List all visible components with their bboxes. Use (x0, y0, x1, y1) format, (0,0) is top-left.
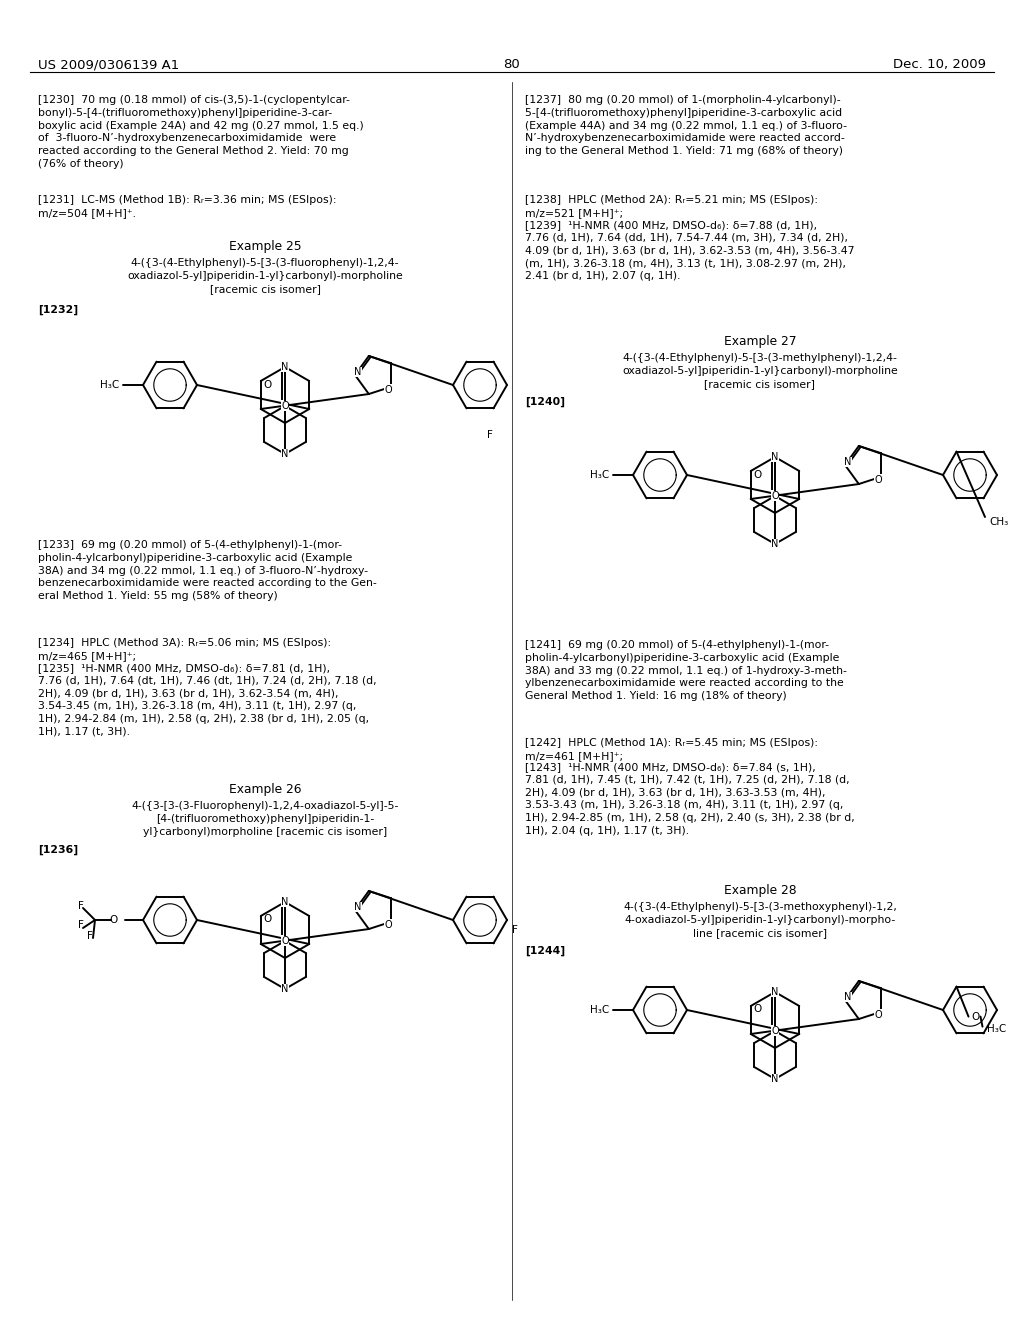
Text: [1241]  69 mg (0.20 mmol) of 5-(4-ethylphenyl)-1-(mor-
pholin-4-ylcarbonyl)piper: [1241] 69 mg (0.20 mmol) of 5-(4-ethylph… (525, 640, 847, 701)
Text: H₃C: H₃C (99, 380, 119, 389)
Text: H₃C: H₃C (590, 1005, 609, 1015)
Text: O: O (771, 1026, 779, 1036)
Text: N: N (354, 367, 361, 378)
Text: O: O (282, 401, 289, 411)
Text: N: N (771, 539, 778, 549)
Text: F: F (87, 931, 93, 941)
Text: H₃C: H₃C (590, 470, 609, 480)
Text: Example 27: Example 27 (724, 335, 797, 348)
Text: N: N (282, 983, 289, 994)
Text: 4-({3-(4-Ethylphenyl)-5-[3-(3-methoxyphenyl)-1,2,
4-oxadiazol-5-yl]piperidin-1-y: 4-({3-(4-Ethylphenyl)-5-[3-(3-methoxyphe… (623, 902, 897, 937)
Text: [1239]  ¹H-NMR (400 MHz, DMSO-d₆): δ=7.88 (d, 1H),
7.76 (d, 1H), 7.64 (dd, 1H), : [1239] ¹H-NMR (400 MHz, DMSO-d₆): δ=7.88… (525, 220, 854, 281)
Text: F: F (78, 920, 84, 931)
Text: [1242]  HPLC (Method 1A): Rᵣ=5.45 min; MS (ESIpos):
m/z=461 [M+H]⁺;: [1242] HPLC (Method 1A): Rᵣ=5.45 min; MS… (525, 738, 818, 760)
Text: N: N (771, 1074, 778, 1084)
Text: [1234]  HPLC (Method 3A): Rᵣ=5.06 min; MS (ESIpos):
m/z=465 [M+H]⁺;: [1234] HPLC (Method 3A): Rᵣ=5.06 min; MS… (38, 638, 331, 661)
Text: [1235]  ¹H-NMR (400 MHz, DMSO-d₆): δ=7.81 (d, 1H),
7.76 (d, 1H), 7.64 (dt, 1H), : [1235] ¹H-NMR (400 MHz, DMSO-d₆): δ=7.81… (38, 663, 377, 737)
Text: Example 28: Example 28 (724, 884, 797, 898)
Text: H₃C: H₃C (986, 1023, 1006, 1034)
Text: CH₃: CH₃ (989, 517, 1009, 527)
Text: N: N (771, 987, 778, 997)
Text: F: F (487, 430, 493, 440)
Text: Example 25: Example 25 (228, 240, 301, 253)
Text: [1243]  ¹H-NMR (400 MHz, DMSO-d₆): δ=7.84 (s, 1H),
7.81 (d, 1H), 7.45 (t, 1H), 7: [1243] ¹H-NMR (400 MHz, DMSO-d₆): δ=7.84… (525, 762, 855, 836)
Text: O: O (384, 920, 392, 929)
Text: 4-({3-[3-(3-Fluorophenyl)-1,2,4-oxadiazol-5-yl]-5-
[4-(trifluoromethoxy)phenyl]p: 4-({3-[3-(3-Fluorophenyl)-1,2,4-oxadiazo… (131, 801, 398, 837)
Text: O: O (384, 384, 392, 395)
Text: O: O (282, 936, 289, 946)
Text: N: N (282, 898, 289, 907)
Text: O: O (753, 1005, 761, 1015)
Text: O: O (771, 491, 779, 502)
Text: O: O (753, 470, 761, 479)
Text: 4-({3-(4-Ethylphenyl)-5-[3-(3-methylphenyl)-1,2,4-
oxadiazol-5-yl]piperidin-1-yl: 4-({3-(4-Ethylphenyl)-5-[3-(3-methylphen… (623, 352, 898, 388)
Text: [1231]  LC-MS (Method 1B): Rᵣ=3.36 min; MS (ESIpos):
m/z=504 [M+H]⁺.: [1231] LC-MS (Method 1B): Rᵣ=3.36 min; M… (38, 195, 337, 218)
Text: N: N (845, 457, 852, 467)
Text: N: N (354, 902, 361, 912)
Text: O: O (874, 1010, 882, 1020)
Text: Example 26: Example 26 (228, 783, 301, 796)
Text: O: O (263, 380, 271, 389)
Text: O: O (110, 915, 118, 925)
Text: N: N (282, 362, 289, 372)
Text: [1233]  69 mg (0.20 mmol) of 5-(4-ethylphenyl)-1-(mor-
pholin-4-ylcarbonyl)piper: [1233] 69 mg (0.20 mmol) of 5-(4-ethylph… (38, 540, 377, 601)
Text: [1244]: [1244] (525, 946, 565, 956)
Text: [1230]  70 mg (0.18 mmol) of cis-(3,5)-1-(cyclopentylcar-
bonyl)-5-[4-(trifluoro: [1230] 70 mg (0.18 mmol) of cis-(3,5)-1-… (38, 95, 364, 169)
Text: O: O (972, 1011, 980, 1022)
Text: [1240]: [1240] (525, 397, 565, 408)
Text: F: F (512, 925, 518, 935)
Text: [1236]: [1236] (38, 845, 78, 855)
Text: Dec. 10, 2009: Dec. 10, 2009 (893, 58, 986, 71)
Text: [1238]  HPLC (Method 2A): Rᵣ=5.21 min; MS (ESIpos):
m/z=521 [M+H]⁺;: [1238] HPLC (Method 2A): Rᵣ=5.21 min; MS… (525, 195, 818, 218)
Text: [1237]  80 mg (0.20 mmol) of 1-(morpholin-4-ylcarbonyl)-
5-[4-(trifluoromethoxy): [1237] 80 mg (0.20 mmol) of 1-(morpholin… (525, 95, 847, 156)
Text: US 2009/0306139 A1: US 2009/0306139 A1 (38, 58, 179, 71)
Text: [1232]: [1232] (38, 305, 78, 315)
Text: N: N (282, 449, 289, 459)
Text: F: F (78, 902, 84, 911)
Text: N: N (845, 993, 852, 1002)
Text: N: N (771, 451, 778, 462)
Text: O: O (874, 475, 882, 484)
Text: 80: 80 (504, 58, 520, 71)
Text: 4-({3-(4-Ethylphenyl)-5-[3-(3-fluorophenyl)-1,2,4-
oxadiazol-5-yl]piperidin-1-yl: 4-({3-(4-Ethylphenyl)-5-[3-(3-fluorophen… (127, 257, 402, 293)
Text: O: O (263, 915, 271, 924)
